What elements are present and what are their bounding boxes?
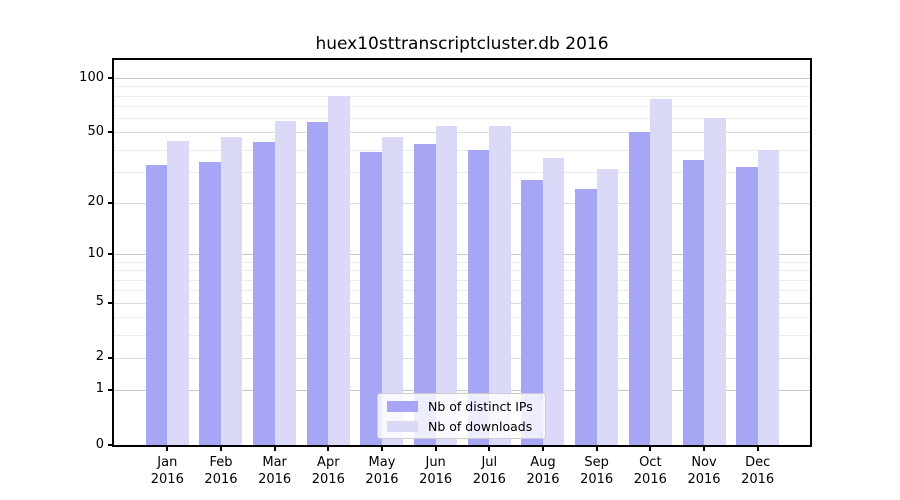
y-tickmark (108, 301, 112, 304)
y-tickmark (108, 356, 112, 359)
y-tick-label: 100 (79, 69, 104, 85)
gridline (114, 118, 810, 120)
gridline (114, 357, 810, 359)
x-tick-label: Jan 2016 (150, 455, 184, 487)
x-tickmark (703, 447, 705, 451)
plot-area: Nb of distinct IPs Nb of downloads Jan 2… (79, 58, 812, 487)
gridline (114, 78, 810, 79)
gridline (114, 290, 810, 292)
x-tick-label: Nov 2016 (687, 455, 721, 487)
bar-distinct-ips-jul (467, 149, 490, 445)
y-tick-label: 2 (95, 349, 104, 365)
x-tick-label: Dec 2016 (741, 455, 775, 487)
gridline (114, 95, 810, 97)
gridline (114, 149, 810, 151)
x-tickmark (541, 447, 544, 451)
y-tick-label: 5 (95, 294, 104, 310)
x-tickmark (649, 447, 652, 451)
bar-downloads-feb (220, 137, 243, 445)
x-tick-label: Aug 2016 (526, 455, 560, 487)
bar-downloads-jul (489, 126, 511, 445)
y-tick-label: 10 (87, 245, 104, 261)
bar-downloads-jan (167, 140, 189, 445)
x-tick-label: Jul 2016 (472, 455, 506, 487)
x-tick-label: Apr 2016 (311, 455, 345, 487)
x-tickmark (756, 447, 759, 451)
x-tickmark (595, 447, 598, 451)
x-tickmark (488, 447, 491, 451)
gridline (114, 86, 810, 88)
gridline (114, 202, 810, 204)
y-tickmark (108, 77, 112, 79)
x-tickmark (166, 447, 169, 451)
gridline (114, 254, 810, 256)
y-tick-label: 50 (87, 123, 104, 139)
x-tick-label: Jun 2016 (419, 455, 453, 487)
gridline (114, 389, 810, 391)
x-tickmark (273, 447, 276, 451)
gridline (114, 334, 810, 336)
legend-label-distinct-ips: Nb of distinct IPs (428, 398, 533, 414)
bar-downloads-aug (542, 157, 565, 445)
x-tick-label: May 2016 (365, 455, 399, 487)
y-tick-label: 0 (95, 436, 104, 452)
gridline (114, 106, 810, 108)
x-tickmark (219, 447, 222, 451)
chart-title: huex10sttranscriptcluster.db 2016 (315, 34, 609, 54)
legend: Nb of distinct IPs Nb of downloads (377, 393, 546, 439)
bar-distinct-ips-nov (682, 160, 704, 445)
x-tick-label: Oct 2016 (633, 455, 667, 487)
y-tickmark (108, 131, 112, 134)
gridline (114, 132, 810, 134)
gridline (114, 302, 810, 304)
y-tickmark (108, 444, 112, 446)
bar-distinct-ips-may (360, 151, 382, 445)
legend-item: Nb of distinct IPs (387, 399, 536, 414)
legend-item: Nb of downloads (387, 419, 536, 434)
y-tick-label: 20 (87, 194, 104, 210)
y-tickmark (108, 201, 112, 204)
x-tick-label: Feb 2016 (204, 455, 238, 487)
y-tickmark (108, 388, 112, 391)
bar-distinct-ips-dec (736, 166, 758, 445)
legend-swatch-distinct-ips (387, 400, 418, 412)
bar-distinct-ips-mar (253, 142, 275, 445)
gridline (114, 261, 810, 263)
gridline (114, 279, 810, 281)
legend-label-downloads: Nb of downloads (428, 418, 533, 434)
bar-distinct-ips-apr (306, 122, 329, 445)
bar-downloads-oct (650, 98, 672, 445)
x-tick-label: Mar 2016 (258, 455, 292, 487)
y-tickmark (108, 253, 112, 256)
bar-distinct-ips-aug (521, 180, 543, 445)
bar-distinct-ips-jan (145, 164, 168, 445)
bar-distinct-ips-feb (199, 162, 221, 445)
gridline (114, 171, 810, 173)
x-tickmark (380, 447, 383, 451)
legend-swatch-downloads (387, 420, 418, 432)
bar-downloads-dec (757, 149, 780, 445)
bar-distinct-ips-jun (414, 144, 436, 445)
bar-downloads-apr (328, 95, 350, 445)
gridline (114, 270, 810, 272)
bar-distinct-ips-oct (628, 132, 651, 445)
gridline (114, 317, 810, 318)
bar-distinct-ips-sep (575, 189, 597, 445)
x-tick-label: Sep 2016 (580, 455, 614, 487)
bar-downloads-nov (704, 118, 726, 445)
bar-downloads-may (381, 137, 404, 445)
y-tick-label: 1 (95, 381, 104, 397)
x-tickmark (434, 447, 437, 451)
x-tickmark (327, 447, 330, 451)
bar-downloads-mar (274, 120, 297, 445)
bar-downloads-jun (435, 126, 458, 445)
bar-downloads-sep (596, 169, 619, 445)
